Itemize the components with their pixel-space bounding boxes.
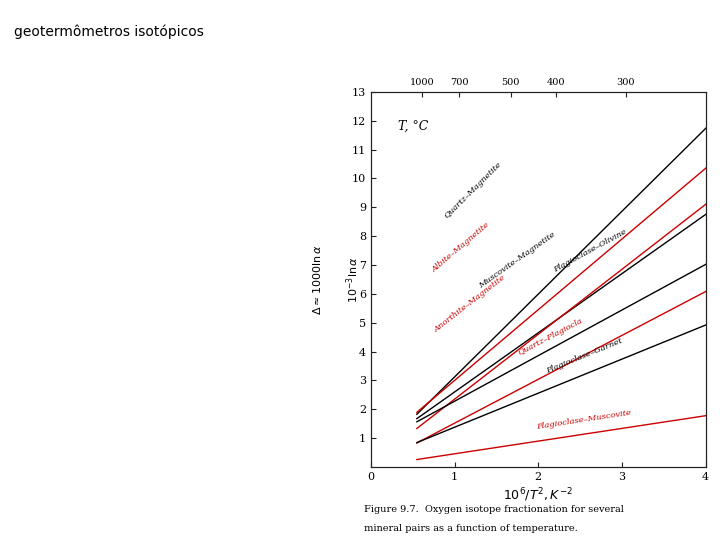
- X-axis label: $10^6/ T^2, K^{-2}$: $10^6/ T^2, K^{-2}$: [503, 486, 573, 504]
- Text: $\Delta \approx 1000\ln\alpha$: $\Delta \approx 1000\ln\alpha$: [311, 244, 323, 315]
- Text: Quartz–Plagiocla: Quartz–Plagiocla: [517, 317, 585, 357]
- Text: Plagioclase–Olivine: Plagioclase–Olivine: [552, 227, 628, 274]
- Text: Quartz–Magnetite: Quartz–Magnetite: [443, 160, 503, 220]
- Text: Muscovite–Magnetite: Muscovite–Magnetite: [477, 231, 557, 291]
- Text: Plagioclase–Muscovite: Plagioclase–Muscovite: [536, 408, 632, 430]
- Text: Albite–Magnetite: Albite–Magnetite: [431, 221, 492, 274]
- Text: $10^{-3}\ln\alpha$: $10^{-3}\ln\alpha$: [344, 256, 361, 303]
- Text: Plagioclase–Garnet: Plagioclase–Garnet: [545, 337, 624, 375]
- Text: Figure 9.7.  Oxygen isotope fractionation for several: Figure 9.7. Oxygen isotope fractionation…: [364, 505, 624, 514]
- Text: Anorthite–Magnetite: Anorthite–Magnetite: [432, 274, 507, 334]
- Text: geotermômetros isotópicos: geotermômetros isotópicos: [14, 24, 204, 39]
- Text: T, °C: T, °C: [397, 119, 428, 132]
- Text: mineral pairs as a function of temperature.: mineral pairs as a function of temperatu…: [364, 524, 577, 533]
